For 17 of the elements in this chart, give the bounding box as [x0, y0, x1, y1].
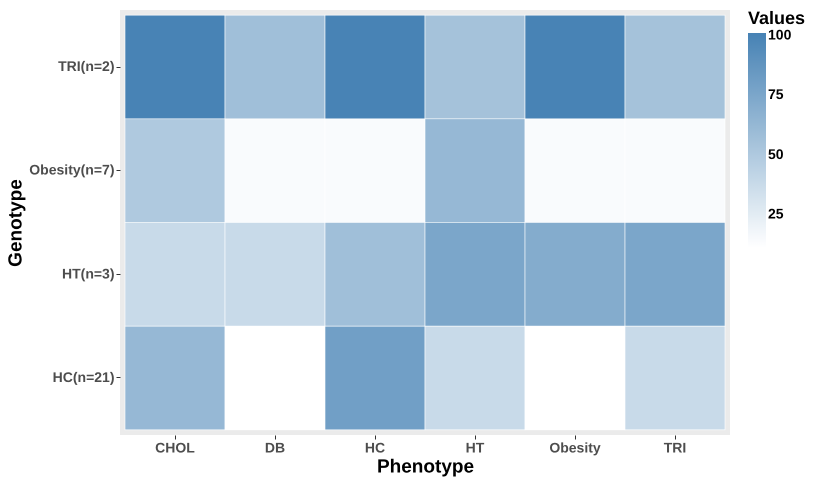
y-axis-title: Genotype: [5, 179, 26, 267]
legend-title: Values: [748, 8, 806, 28]
y-tick-label: TRI(n=2): [58, 58, 114, 74]
y-tick-label: HC(n=21): [52, 368, 114, 385]
x-axis-title: Phenotype: [376, 456, 474, 478]
y-tick-label: HT(n=3): [62, 265, 114, 282]
x-tick-label: HT: [466, 440, 485, 456]
color-bar-label: 50: [768, 146, 784, 162]
color-bar-label: 100: [768, 26, 792, 42]
color-bar-label: 25: [768, 206, 784, 222]
x-tick-label: DB: [264, 440, 286, 456]
x-tick-label: CHOL: [155, 440, 196, 456]
x-tick-label: HC: [364, 440, 386, 456]
color-bar-label: 75: [768, 86, 784, 102]
y-tick-label: Obesity(n=7): [29, 162, 114, 178]
x-tick-label: Obesity: [549, 440, 601, 456]
x-tick-label: TRI: [664, 440, 686, 456]
